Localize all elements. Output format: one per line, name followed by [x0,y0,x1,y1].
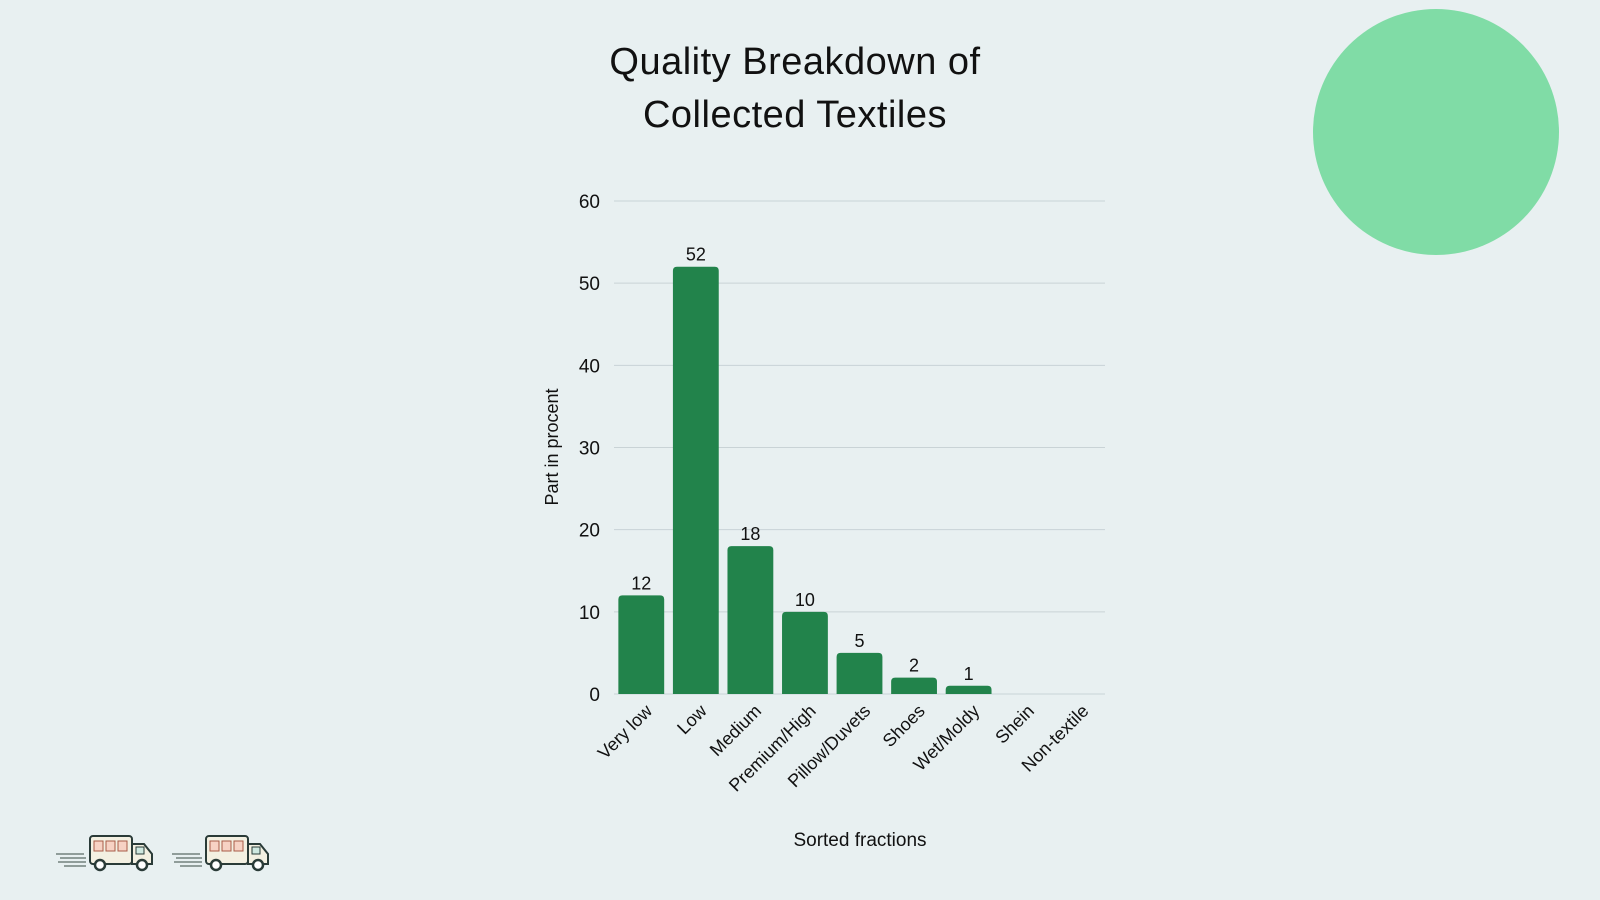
chart-title-line-2: Collected Textiles [642,94,947,136]
chart-title: Quality Breakdown of Collected Textiles [500,36,1090,142]
y-tick-label: 40 [579,356,600,377]
bar-pillow-duvets [836,652,883,694]
x-tick-label: Shoes [879,701,929,751]
bar-shoes [891,677,937,694]
data-label: 2 [909,656,919,676]
x-axis-ticks: Very low LowMediumPremium/HighPillow/Duve… [594,700,1093,795]
data-label: 5 [854,631,864,651]
bar-premium-high [782,611,828,694]
x-tick-label: Low [673,700,711,738]
y-tick-label: 0 [589,685,600,706]
green-circle-decoration [1313,9,1559,255]
bar-very-low [618,595,665,694]
y-axis-ticks: 0 10 20 30 40 50 60 [579,192,600,706]
bar-medium [727,546,774,694]
data-label: 12 [631,573,651,593]
truck-decorations [56,832,270,872]
data-label: 18 [740,524,760,544]
data-label: 52 [686,245,706,265]
y-tick-label: 50 [579,274,600,295]
y-tick-label: 30 [579,439,600,460]
y-tick-label: 10 [579,603,600,624]
y-tick-label: 60 [579,192,600,213]
y-axis-label: Part in procent [542,388,562,505]
data-label: 1 [964,664,974,684]
y-tick-label: 20 [579,521,600,542]
delivery-truck-icon [172,835,269,872]
chart-title-line-1: Quality Breakdown of [609,41,981,83]
x-tick-label: Very low [594,700,657,763]
delivery-truck-icon [56,835,153,872]
bar-wet-moldy [945,685,992,694]
bars [618,266,992,694]
data-label: 10 [795,590,815,610]
x-axis-label: Sorted fractions [793,830,926,851]
x-tick-label: Shein [991,701,1038,748]
bar-low [672,266,719,694]
